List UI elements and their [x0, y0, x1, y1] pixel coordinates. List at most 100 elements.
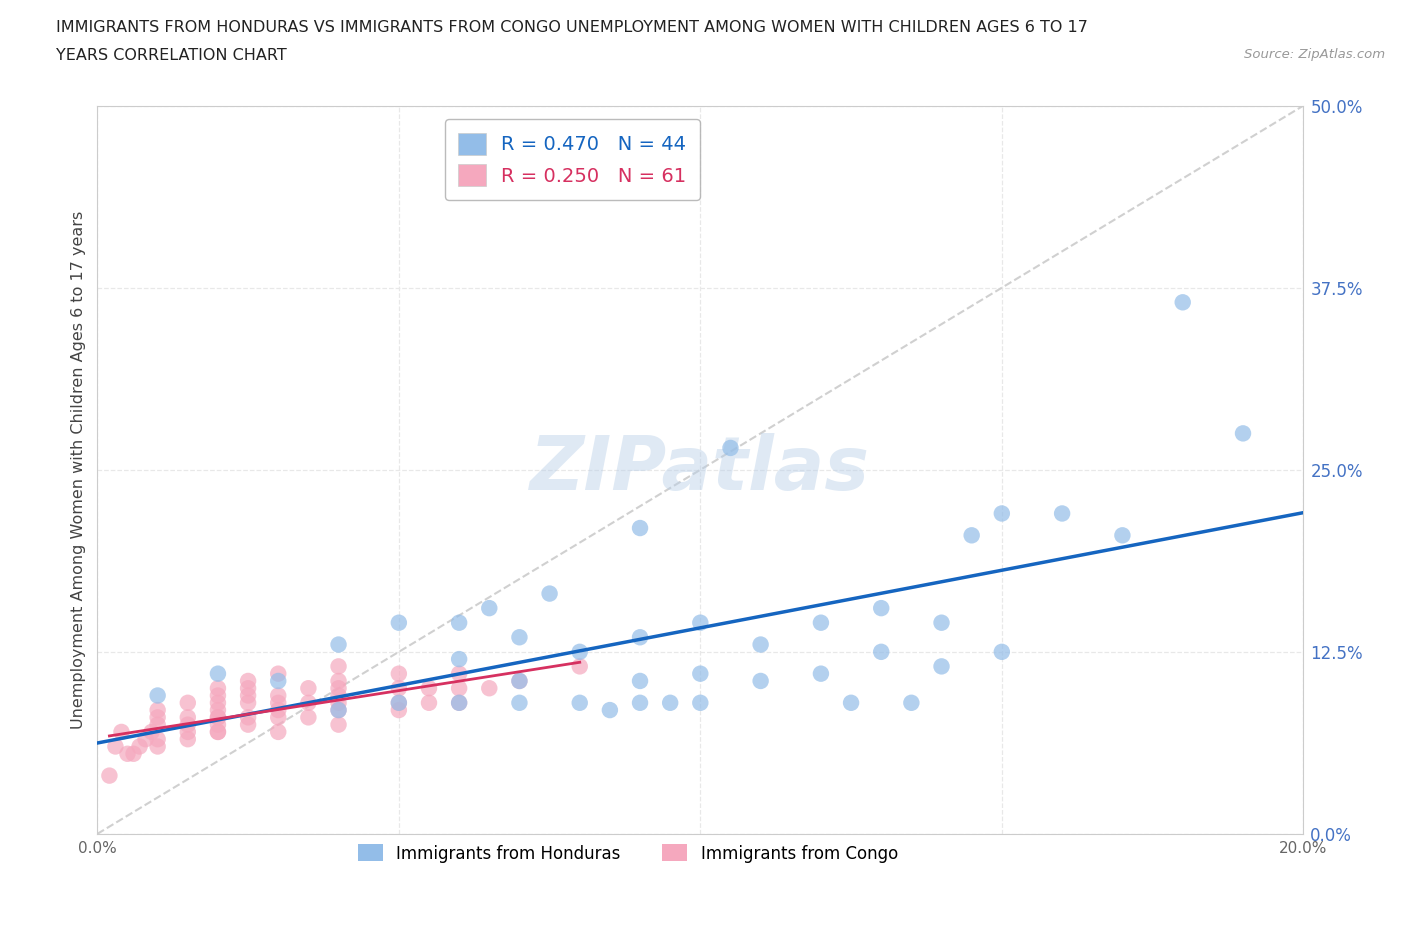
Point — [267, 696, 290, 711]
Point — [508, 630, 530, 644]
Point — [207, 724, 229, 739]
Point — [689, 666, 711, 681]
Point — [146, 717, 169, 732]
Point — [388, 666, 411, 681]
Point — [870, 644, 893, 659]
Point — [328, 703, 350, 718]
Text: YEARS CORRELATION CHART: YEARS CORRELATION CHART — [56, 48, 287, 63]
Point — [628, 630, 651, 644]
Point — [418, 681, 440, 696]
Point — [328, 703, 350, 718]
Point — [449, 616, 471, 631]
Text: ZIPatlas: ZIPatlas — [530, 433, 870, 506]
Point — [236, 710, 259, 724]
Point — [110, 724, 132, 739]
Point — [449, 696, 471, 711]
Point — [449, 681, 471, 696]
Point — [297, 710, 319, 724]
Point — [267, 710, 290, 724]
Point — [328, 717, 350, 732]
Point — [1171, 295, 1194, 310]
Point — [418, 696, 440, 711]
Point — [839, 696, 862, 711]
Point — [749, 673, 772, 688]
Text: Source: ZipAtlas.com: Source: ZipAtlas.com — [1244, 48, 1385, 61]
Point — [720, 441, 742, 456]
Point — [388, 681, 411, 696]
Point — [146, 732, 169, 747]
Point — [267, 666, 290, 681]
Point — [659, 696, 682, 711]
Point — [135, 732, 157, 747]
Point — [177, 717, 200, 732]
Point — [207, 688, 229, 703]
Point — [267, 724, 290, 739]
Point — [177, 732, 200, 747]
Point — [236, 681, 259, 696]
Point — [117, 747, 139, 762]
Point — [328, 637, 350, 652]
Point — [508, 696, 530, 711]
Point — [568, 659, 591, 674]
Point — [628, 521, 651, 536]
Point — [388, 616, 411, 631]
Point — [870, 601, 893, 616]
Point — [236, 673, 259, 688]
Point — [207, 681, 229, 696]
Point — [900, 696, 922, 711]
Point — [328, 681, 350, 696]
Point — [449, 696, 471, 711]
Point — [141, 724, 163, 739]
Y-axis label: Unemployment Among Women with Children Ages 6 to 17 years: Unemployment Among Women with Children A… — [72, 211, 86, 729]
Text: IMMIGRANTS FROM HONDURAS VS IMMIGRANTS FROM CONGO UNEMPLOYMENT AMONG WOMEN WITH : IMMIGRANTS FROM HONDURAS VS IMMIGRANTS F… — [56, 20, 1088, 35]
Point — [146, 739, 169, 754]
Point — [478, 601, 501, 616]
Point — [328, 659, 350, 674]
Point — [146, 688, 169, 703]
Point — [388, 703, 411, 718]
Point — [508, 673, 530, 688]
Point — [689, 696, 711, 711]
Point — [297, 681, 319, 696]
Point — [177, 710, 200, 724]
Point — [538, 586, 561, 601]
Point — [449, 652, 471, 667]
Point — [122, 747, 145, 762]
Point — [478, 681, 501, 696]
Point — [568, 644, 591, 659]
Point — [568, 696, 591, 711]
Point — [267, 688, 290, 703]
Point — [689, 616, 711, 631]
Point — [328, 688, 350, 703]
Point — [931, 616, 953, 631]
Point — [960, 528, 983, 543]
Point — [267, 703, 290, 718]
Point — [207, 710, 229, 724]
Point — [236, 717, 259, 732]
Point — [146, 710, 169, 724]
Point — [267, 673, 290, 688]
Point — [1111, 528, 1133, 543]
Point — [177, 724, 200, 739]
Point — [328, 673, 350, 688]
Legend: Immigrants from Honduras, Immigrants from Congo: Immigrants from Honduras, Immigrants fro… — [352, 838, 904, 870]
Point — [628, 673, 651, 688]
Point — [1232, 426, 1254, 441]
Point — [207, 666, 229, 681]
Point — [297, 696, 319, 711]
Point — [207, 724, 229, 739]
Point — [128, 739, 150, 754]
Point — [991, 506, 1014, 521]
Point — [628, 696, 651, 711]
Point — [207, 703, 229, 718]
Point — [810, 666, 832, 681]
Point — [749, 637, 772, 652]
Point — [328, 696, 350, 711]
Point — [991, 644, 1014, 659]
Point — [810, 616, 832, 631]
Point — [449, 666, 471, 681]
Point — [599, 703, 621, 718]
Point — [207, 710, 229, 724]
Point — [236, 688, 259, 703]
Point — [146, 703, 169, 718]
